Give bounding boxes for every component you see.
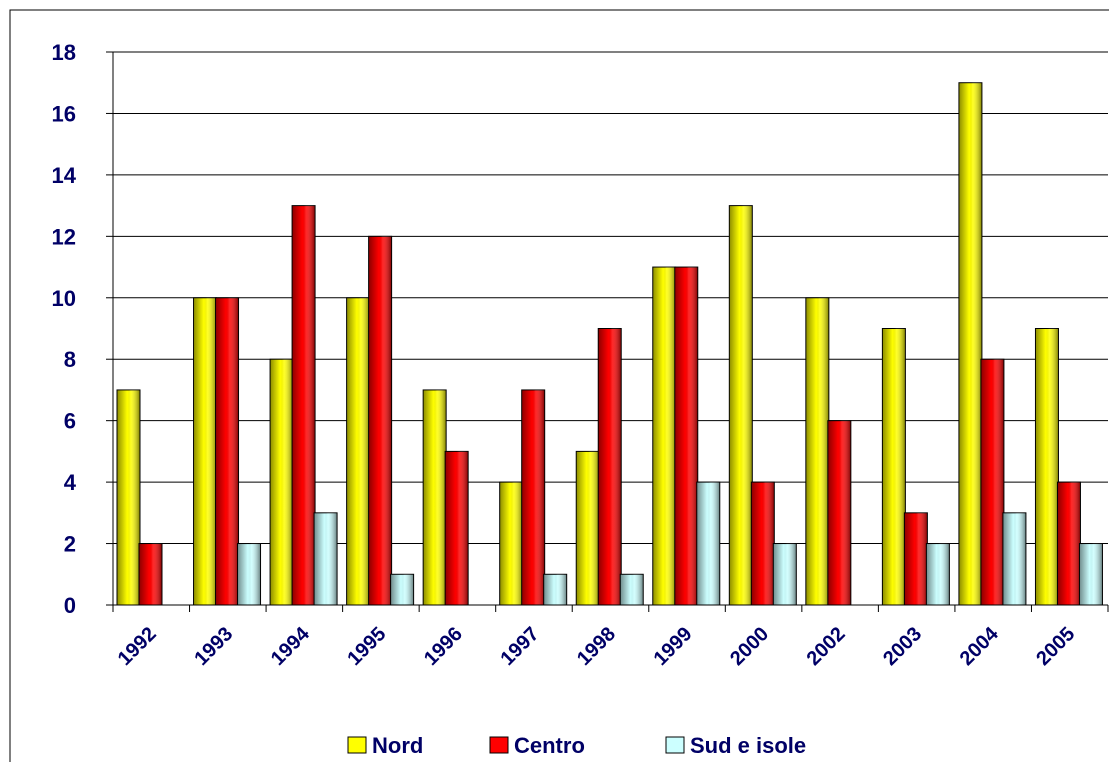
y-tick-label: 14 <box>52 163 77 188</box>
x-tick-label: 2003 <box>879 623 926 670</box>
y-tick-label: 4 <box>64 470 77 495</box>
x-tick-label: 2002 <box>803 623 850 670</box>
y-tick-label: 2 <box>64 532 76 557</box>
y-tick-label: 10 <box>52 286 76 311</box>
bar <box>772 543 797 606</box>
legend-swatch <box>489 736 509 754</box>
legend-swatch <box>347 736 367 754</box>
y-tick-label: 12 <box>52 224 76 249</box>
bar <box>903 512 928 606</box>
x-tick-label: 1998 <box>573 623 620 670</box>
x-tick-label: 1995 <box>343 623 390 670</box>
x-tick-label: 1996 <box>420 623 467 670</box>
y-tick-label: 6 <box>64 409 76 434</box>
bar <box>1002 512 1027 606</box>
x-tick-label: 2004 <box>956 622 1004 670</box>
bar <box>575 450 600 606</box>
bar <box>696 481 721 606</box>
x-tick-label: 1992 <box>114 623 161 670</box>
x-tick-label: 1993 <box>190 623 237 670</box>
bar <box>1034 328 1059 606</box>
bar <box>827 420 852 606</box>
legend-label: Sud e isole <box>690 733 806 758</box>
bar <box>521 389 546 606</box>
bar <box>750 481 775 606</box>
bar <box>422 389 447 606</box>
bar <box>881 328 906 606</box>
x-tick-label: 1997 <box>496 623 543 670</box>
bar <box>1056 481 1081 606</box>
bar <box>390 573 415 606</box>
bar <box>980 358 1005 606</box>
y-tick-label: 16 <box>52 101 76 126</box>
x-tick-label: 1999 <box>650 623 697 670</box>
bar <box>958 82 983 606</box>
bar <box>499 481 524 606</box>
bar <box>652 266 677 606</box>
bar <box>116 389 141 606</box>
bar <box>346 297 371 606</box>
bar <box>368 235 393 606</box>
bar <box>543 573 568 606</box>
bar <box>193 297 218 606</box>
bar <box>925 543 950 606</box>
legend-swatch <box>665 736 685 754</box>
bar <box>728 205 753 606</box>
bar <box>313 512 338 606</box>
bar <box>619 573 644 606</box>
bar <box>291 205 316 606</box>
x-tick-label: 2005 <box>1032 623 1079 670</box>
chart-border <box>9 9 1109 762</box>
bar <box>674 266 699 606</box>
legend-label: Nord <box>372 733 423 758</box>
y-tick-label: 8 <box>64 347 76 372</box>
bar <box>138 543 163 606</box>
bar <box>269 358 294 606</box>
bar <box>805 297 830 606</box>
x-tick-label: 1994 <box>267 622 315 670</box>
x-tick-label: 2000 <box>726 623 773 670</box>
bar <box>237 543 262 606</box>
bar <box>1078 543 1103 606</box>
y-tick-label: 18 <box>52 40 76 65</box>
bar <box>444 450 469 606</box>
y-tick-label: 0 <box>64 593 76 618</box>
bar <box>597 328 622 606</box>
bar <box>215 297 240 606</box>
legend-label: Centro <box>514 733 585 758</box>
